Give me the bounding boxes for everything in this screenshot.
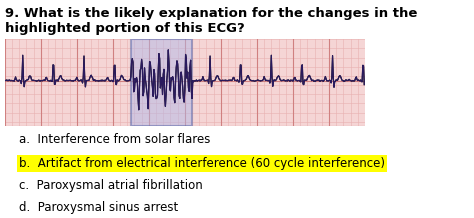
Text: a.  Interference from solar flares: a. Interference from solar flares <box>19 133 210 146</box>
Text: b.  Artifact from electrical interference (60 cycle interference): b. Artifact from electrical interference… <box>19 157 385 170</box>
Text: 9. What is the likely explanation for the changes in the highlighted portion of : 9. What is the likely explanation for th… <box>5 7 417 34</box>
Text: c.  Paroxysmal atrial fibrillation: c. Paroxysmal atrial fibrillation <box>19 179 203 192</box>
Bar <box>131 39 192 126</box>
Text: d.  Paroxysmal sinus arrest: d. Paroxysmal sinus arrest <box>19 201 178 214</box>
